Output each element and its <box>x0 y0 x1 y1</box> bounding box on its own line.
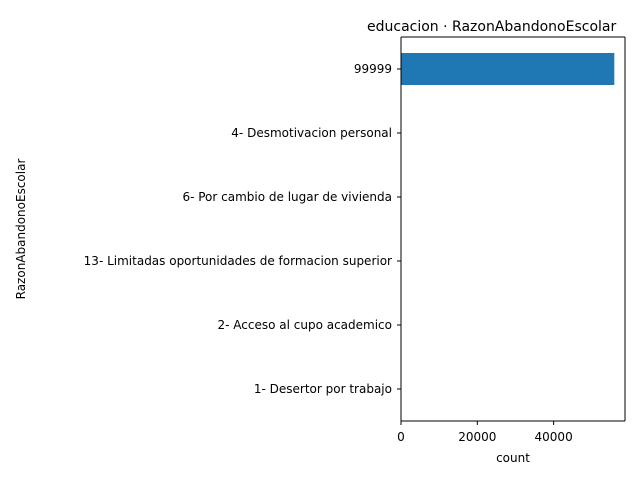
y-tick-label: 1- Desertor por trabajo <box>254 382 392 396</box>
x-axis-label: count <box>496 451 530 465</box>
x-ticks: 0 20000 40000 <box>397 421 573 444</box>
x-tick-label: 40000 <box>535 430 573 444</box>
y-tick-label: 4- Desmotivacion personal <box>231 126 392 140</box>
y-tick-label: 13- Limitadas oportunidades de formacion… <box>84 254 392 268</box>
bars-layer <box>401 53 615 405</box>
y-axis-label: RazonAbandonoEscolar <box>14 159 28 300</box>
y-tick-label: 6- Por cambio de lugar de vivienda <box>182 190 392 204</box>
x-tick-label: 0 <box>397 430 405 444</box>
axes-layer <box>400 36 626 422</box>
y-tick-label: 2- Acceso al cupo academico <box>217 318 392 332</box>
bar <box>401 53 615 85</box>
x-tick-label: 20000 <box>458 430 496 444</box>
chart-title: educacion · RazonAbandonoEscolar <box>367 19 616 35</box>
y-tick-label: 99999 <box>354 62 392 76</box>
y-ticks: 99999 4- Desmotivacion personal 6- Por cam… <box>84 62 401 396</box>
